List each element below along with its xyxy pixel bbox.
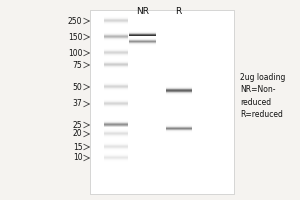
- Text: NR: NR: [136, 7, 149, 16]
- Text: 37: 37: [73, 99, 82, 108]
- Text: 25: 25: [73, 120, 82, 130]
- Text: 2ug loading
NR=Non-
reduced
R=reduced: 2ug loading NR=Non- reduced R=reduced: [240, 73, 285, 119]
- Text: 50: 50: [73, 83, 82, 92]
- Text: 15: 15: [73, 142, 82, 152]
- Text: 150: 150: [68, 32, 83, 42]
- Text: R: R: [176, 7, 182, 16]
- Text: 20: 20: [73, 130, 82, 138]
- Text: 100: 100: [68, 48, 83, 58]
- Text: 10: 10: [73, 154, 82, 162]
- Text: 250: 250: [68, 17, 83, 25]
- Text: 75: 75: [73, 60, 82, 70]
- Bar: [90, 10, 234, 194]
